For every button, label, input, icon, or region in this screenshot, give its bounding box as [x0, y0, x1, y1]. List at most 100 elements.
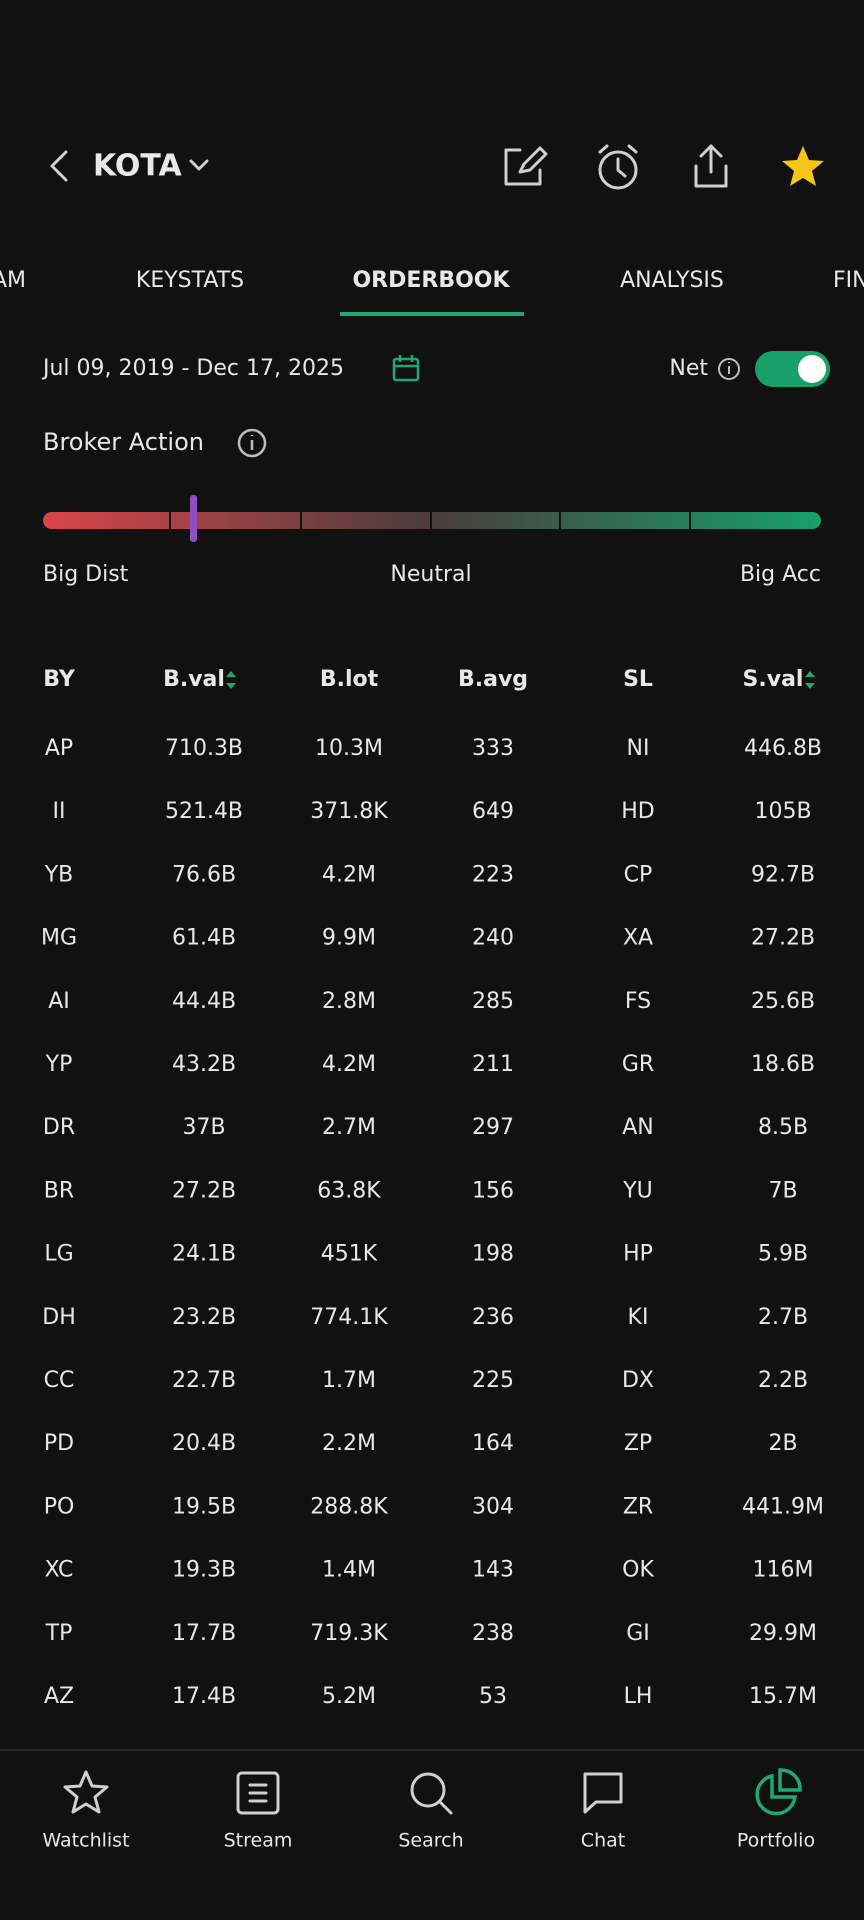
stream-icon[interactable]: [236, 1771, 280, 1815]
table-cell: 649: [472, 799, 514, 824]
table-cell[interactable]: AZ: [44, 1684, 74, 1709]
table-cell: 24.1B: [172, 1242, 236, 1267]
table-cell[interactable]: XC: [45, 1558, 74, 1583]
table-cell[interactable]: ZP: [624, 1431, 652, 1456]
table-cell: 4.2M: [322, 1052, 376, 1077]
table-cell[interactable]: HD: [621, 799, 654, 824]
date-range[interactable]: Jul 09, 2019 - Dec 17, 2025: [41, 356, 344, 381]
table-cell: 2.8M: [322, 989, 376, 1014]
table-cell[interactable]: TP: [45, 1621, 73, 1646]
sort-icon[interactable]: [805, 671, 815, 689]
edit-icon[interactable]: [504, 146, 548, 186]
table-cell[interactable]: YP: [45, 1052, 73, 1077]
table-cell[interactable]: GI: [626, 1621, 650, 1646]
portfolio-icon[interactable]: [755, 1768, 802, 1816]
ticker-dropdown[interactable]: [189, 159, 209, 171]
share-icon[interactable]: [694, 144, 728, 188]
table-cell[interactable]: OK: [622, 1558, 654, 1583]
info-icon[interactable]: [718, 358, 740, 380]
table-cell[interactable]: PO: [44, 1494, 75, 1519]
table-cell: 143: [472, 1558, 514, 1583]
tab[interactable]: ORDERBOOK: [352, 268, 510, 293]
table-cell: 285: [472, 989, 514, 1014]
watchlist-icon[interactable]: [63, 1770, 109, 1814]
scale-left: Big Dist: [43, 562, 129, 587]
table-cell[interactable]: CP: [624, 862, 653, 887]
table-cell: 156: [472, 1178, 514, 1203]
tab[interactable]: KEYSTATS: [136, 268, 244, 293]
table-cell: 29.9M: [749, 1621, 817, 1646]
table-cell[interactable]: CC: [44, 1368, 75, 1393]
favorite-star[interactable]: [782, 146, 824, 186]
table-cell[interactable]: KI: [628, 1305, 649, 1330]
table-cell[interactable]: YB: [44, 862, 74, 887]
nav-label[interactable]: Portfolio: [737, 1830, 815, 1852]
table-cell: 37B: [182, 1115, 225, 1140]
table-cell[interactable]: HP: [623, 1242, 653, 1267]
tab[interactable]: ANALYSIS: [620, 268, 724, 293]
table-cell[interactable]: YU: [622, 1178, 653, 1203]
table-cell: 2.7M: [322, 1115, 376, 1140]
bar-dividers: [169, 510, 691, 531]
info-icon[interactable]: [237, 428, 267, 458]
table-cell: 23.2B: [172, 1305, 236, 1330]
column-header[interactable]: B.val: [163, 667, 225, 692]
table-cell: 27.2B: [172, 1178, 236, 1203]
toggle-knob: [798, 355, 826, 383]
nav-label[interactable]: Chat: [581, 1830, 625, 1852]
table-cell: 240: [472, 926, 514, 951]
tab[interactable]: AM: [0, 268, 26, 293]
tab-bar: AM KEYSTATS ORDERBOOK ANALYSIS FIN: [0, 268, 864, 293]
sort-icon[interactable]: [226, 671, 236, 689]
column-header: B.lot: [320, 667, 379, 692]
chat-icon[interactable]: [583, 1772, 623, 1814]
table-cell: 19.3B: [172, 1558, 236, 1583]
table-cell: 7B: [768, 1178, 797, 1203]
table-cell: 1.7M: [322, 1368, 376, 1393]
table-cell: 10.3M: [315, 736, 383, 761]
table-cell[interactable]: DR: [43, 1115, 75, 1140]
nav-label[interactable]: Watchlist: [42, 1830, 129, 1852]
table-cell: 710.3B: [165, 736, 243, 761]
table-cell[interactable]: DX: [622, 1368, 654, 1393]
tab[interactable]: FIN: [833, 268, 864, 293]
nav-labels: Watchlist Stream Search Chat Portfolio: [42, 1830, 815, 1852]
table-cell[interactable]: LG: [44, 1242, 73, 1267]
table-cell[interactable]: DH: [42, 1305, 75, 1330]
table-cell[interactable]: GR: [622, 1052, 654, 1077]
search-icon[interactable]: [410, 1772, 453, 1815]
calendar-icon[interactable]: [392, 355, 420, 382]
table-cell[interactable]: NI: [627, 736, 650, 761]
table-cell: 44.4B: [172, 989, 236, 1014]
active-tab-indicator: [340, 312, 524, 316]
table-cell: 116M: [753, 1558, 814, 1583]
table-cell[interactable]: BR: [44, 1178, 74, 1203]
table-cell[interactable]: PD: [44, 1431, 74, 1456]
table-cell[interactable]: MG: [41, 926, 77, 951]
table-cell[interactable]: AP: [45, 736, 73, 761]
column-header[interactable]: S.val: [743, 667, 804, 692]
table-cell[interactable]: XA: [623, 926, 653, 951]
table-cell[interactable]: LH: [624, 1684, 653, 1709]
column-header: BY: [43, 667, 76, 692]
table-cell: 92.7B: [751, 862, 815, 887]
table-cell: 164: [472, 1431, 514, 1456]
back-button[interactable]: [50, 150, 68, 182]
table-cell: 211: [472, 1052, 514, 1077]
ticker-title[interactable]: KOTA: [93, 149, 183, 184]
table-cell: 9.9M: [322, 926, 376, 951]
table-cell[interactable]: AN: [622, 1115, 654, 1140]
broker-action-title: Broker Action: [43, 428, 204, 456]
table-cell[interactable]: AI: [48, 989, 70, 1014]
table-cell: 451K: [321, 1242, 378, 1267]
table-cell[interactable]: II: [53, 799, 66, 824]
scale-right: Big Acc: [740, 562, 821, 587]
table-cell: 198: [472, 1242, 514, 1267]
nav-label[interactable]: Search: [398, 1830, 463, 1852]
alarm-icon[interactable]: [598, 144, 638, 190]
table-cell: 5.9B: [758, 1242, 808, 1267]
table-cell[interactable]: FS: [625, 989, 651, 1014]
table-cell[interactable]: ZR: [623, 1494, 653, 1519]
nav-label[interactable]: Stream: [224, 1830, 293, 1852]
